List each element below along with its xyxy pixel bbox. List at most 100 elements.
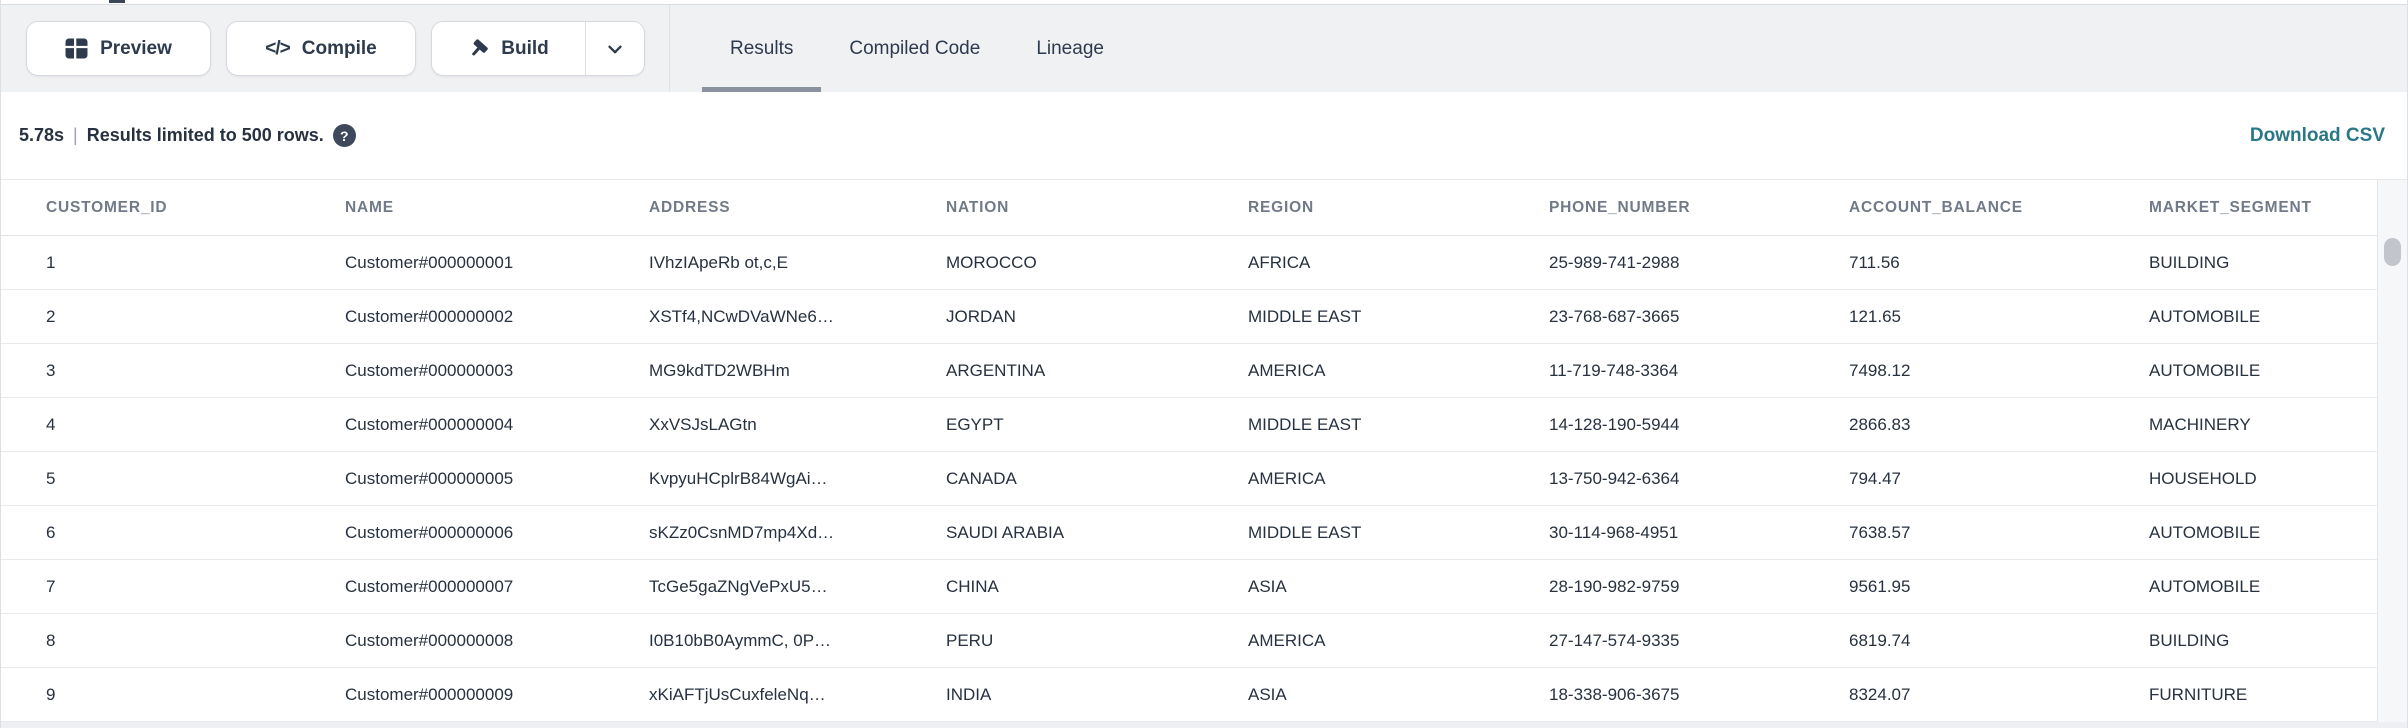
results-status-bar: 5.78s | Results limited to 500 rows. ? D… [1, 92, 2407, 180]
preview-button[interactable]: Preview [26, 21, 211, 76]
table-cell: 2866.83 [1849, 414, 1911, 434]
tab-compiled-code[interactable]: Compiled Code [821, 5, 1008, 92]
code-icon: </> [265, 37, 291, 59]
table-header-row: CUSTOMER_ID NAME ADDRESS NATION REGION PHONE_… [1, 180, 2377, 236]
download-csv-link[interactable]: Download CSV [2249, 124, 2385, 146]
column-header: NAME [345, 198, 394, 216]
table-cell: Customer#000000002 [345, 306, 514, 326]
table-cell: Customer#000000005 [345, 468, 514, 488]
table-row: 8 Customer#000000008 I0B10bB0AymmC, 0P… PER… [1, 614, 2377, 668]
table-cell: AUTOMOBILE [2149, 576, 2261, 596]
table-cell: AMERICA [1248, 360, 1326, 380]
table-cell: Customer#000000006 [345, 522, 514, 542]
table-row: 6 Customer#000000006 sKZz0CsnMD7mp4Xd… SAUD… [1, 506, 2377, 560]
build-button-label: Build [501, 37, 549, 59]
column-header: NATION [946, 198, 1010, 216]
table-cell: Customer#000000008 [345, 630, 514, 650]
table-cell: 7638.57 [1849, 522, 1911, 542]
table-cell: ARGENTINA [946, 360, 1046, 380]
table-row: 9 Customer#000000009 xKiAFTjUsCuxfeleNq… IN… [1, 668, 2377, 722]
table-cell: TcGe5gaZNgVePxU5… [649, 576, 828, 596]
column-header: REGION [1248, 198, 1314, 216]
toolbar-buttons: Preview </> Compile Build [1, 5, 645, 92]
table-cell: AUTOMOBILE [2149, 306, 2261, 326]
horizontal-scrollbar-track[interactable] [1, 722, 2407, 728]
table-cell: 2 [46, 306, 56, 326]
table-row: 1 Customer#000000001 IVhzIApeRb ot,c,E MORO… [1, 236, 2377, 290]
preview-button-label: Preview [100, 37, 172, 59]
table-cell: JORDAN [946, 306, 1016, 326]
table-cell: 8 [46, 630, 56, 650]
table-cell: ASIA [1248, 684, 1287, 704]
table-cell: AFRICA [1248, 252, 1311, 272]
table-cell: 23-768-687-3665 [1549, 306, 1680, 326]
table-cell: 28-190-982-9759 [1549, 576, 1680, 596]
build-options-button[interactable] [585, 22, 644, 75]
vertical-scrollbar[interactable] [2377, 180, 2407, 722]
table-cell: INDIA [946, 684, 992, 704]
table-cell: 7 [46, 576, 56, 596]
query-status: 5.78s | Results limited to 500 rows. ? [19, 124, 356, 147]
table-cell: 9561.95 [1849, 576, 1911, 596]
table-cell: HOUSEHOLD [2149, 468, 2257, 488]
top-panel-edge [1, 0, 2407, 5]
table-cell: EGYPT [946, 414, 1004, 434]
table-row: 2 Customer#000000002 XSTf4,NCwDVaWNe6… JORD… [1, 290, 2377, 344]
toolbar: Preview </> Compile Build [1, 5, 2407, 92]
tab-results[interactable]: Results [702, 5, 822, 92]
build-button[interactable]: Build [432, 22, 585, 75]
compile-button[interactable]: </> Compile [226, 21, 416, 76]
column-header: PHONE_NUMBER [1549, 198, 1691, 216]
column-header: ADDRESS [649, 198, 731, 216]
table-cell: xKiAFTjUsCuxfeleNq… [649, 684, 826, 704]
table-cell: 5 [46, 468, 56, 488]
table-cell: 121.65 [1849, 306, 1901, 326]
build-split-button: Build [431, 21, 645, 76]
table-cell: MIDDLE EAST [1248, 414, 1362, 434]
table-cell: 9 [46, 684, 56, 704]
compile-button-label: Compile [301, 37, 377, 59]
table-cell: PERU [946, 630, 994, 650]
table-row: 3 Customer#000000003 MG9kdTD2WBHm ARGENTINA… [1, 344, 2377, 398]
table-row: 5 Customer#000000005 KvpyuHCplrB84WgAi… CAN… [1, 452, 2377, 506]
table-cell: 30-114-968-4951 [1549, 522, 1679, 542]
row-limit-message: Results limited to 500 rows. [86, 125, 324, 145]
table-cell: ASIA [1248, 576, 1287, 596]
table-cell: Customer#000000004 [345, 414, 514, 434]
table-cell: MIDDLE EAST [1248, 306, 1362, 326]
table-cell: Customer#000000003 [345, 360, 514, 380]
table-cell: 6 [46, 522, 56, 542]
table-cell: 4 [46, 414, 56, 434]
tab-compiled-code-label: Compiled Code [849, 37, 981, 59]
query-duration: 5.78s [19, 125, 65, 145]
table-cell: 27-147-574-9335 [1549, 630, 1680, 650]
table-cell: I0B10bB0AymmC, 0P… [649, 630, 832, 650]
table-cell: IVhzIApeRb ot,c,E [649, 252, 788, 272]
tab-lineage-label: Lineage [1036, 37, 1104, 59]
chevron-down-icon [604, 38, 626, 60]
table-cell: MOROCCO [946, 252, 1037, 272]
tab-lineage[interactable]: Lineage [1008, 5, 1132, 92]
results-table-area: CUSTOMER_ID NAME ADDRESS NATION REGION PHONE_… [1, 180, 2407, 722]
table-cell: AUTOMOBILE [2149, 522, 2261, 542]
table-cell: 8324.07 [1849, 684, 1911, 704]
toolbar-divider [669, 5, 670, 92]
table-cell: XSTf4,NCwDVaWNe6… [649, 306, 834, 326]
table-cell: 711.56 [1849, 252, 1900, 272]
table-cell: MIDDLE EAST [1248, 522, 1362, 542]
question-circle-icon[interactable]: ? [332, 124, 356, 147]
table-cell: SAUDI ARABIA [946, 522, 1065, 542]
hammer-icon [468, 38, 489, 59]
table-cell: Customer#000000007 [345, 576, 514, 596]
table-cell: sKZz0CsnMD7mp4Xd… [649, 522, 835, 542]
table-cell: Customer#000000001 [345, 252, 514, 272]
table-cell: 3 [46, 360, 56, 380]
results-table: CUSTOMER_ID NAME ADDRESS NATION REGION PHONE_… [1, 180, 2377, 722]
status-separator: | [73, 125, 78, 145]
table-row: 7 Customer#000000007 TcGe5gaZNgVePxU5… CHIN… [1, 560, 2377, 614]
table-cell: 794.47 [1849, 468, 1901, 488]
table-cell: AUTOMOBILE [2149, 360, 2261, 380]
table-cell: 25-989-741-2988 [1549, 252, 1680, 272]
scrollbar-thumb[interactable] [2384, 238, 2401, 266]
result-tabs: Results Compiled Code Lineage [702, 5, 1132, 92]
